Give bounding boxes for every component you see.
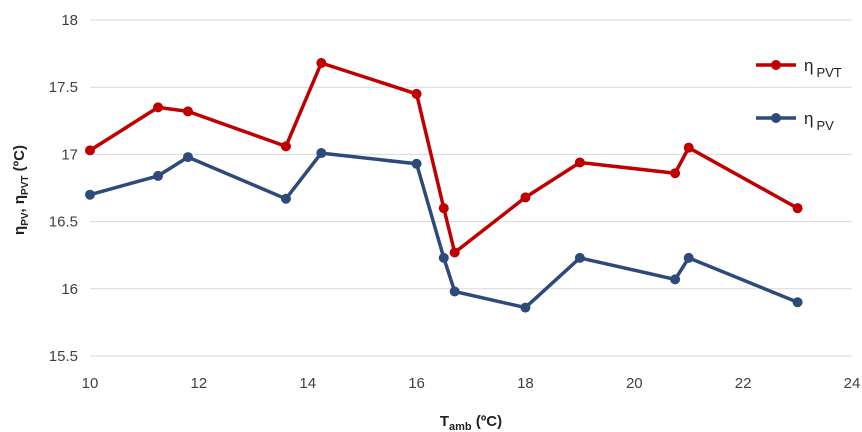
legend-label-pvt: η PVT [804,56,842,80]
y-tick-label: 16.5 [49,214,78,231]
data-point-pvt [85,145,95,156]
data-point-pv [683,252,694,263]
data-point-pv [574,252,585,263]
y-tick-label: 17 [61,146,78,163]
legend: η PVT η PV [756,56,842,133]
x-tick-label: 10 [82,375,99,392]
data-point-pvt [670,168,681,179]
legend-marker-pv [771,113,781,123]
x-axis-title: Tamb (ºC) [440,413,502,432]
y-tick-label: 15.5 [49,348,78,365]
series-line-pv [88,151,800,310]
data-point-pv [85,189,95,200]
data-point-pvt [520,192,531,203]
legend-label-pv: η PV [804,109,834,133]
data-point-pv [280,193,291,204]
x-tick-label: 24 [844,375,861,392]
data-point-pvt [792,203,803,214]
x-tick-label: 22 [735,375,752,392]
series-pv [85,148,803,313]
y-tick-label: 16 [61,281,78,298]
data-point-pvt [438,203,449,214]
data-point-pv [153,170,164,181]
data-point-pv [411,158,422,169]
x-tick-label: 14 [299,375,316,392]
legend-item-pv: η PV [756,109,834,133]
data-point-pv [182,152,193,163]
series-line-pvt [88,61,800,255]
x-tick-label: 12 [191,375,208,392]
data-point-pvt [683,142,694,153]
data-point-pv [316,148,327,159]
data-point-pv [438,252,449,263]
x-tick-labels: 10 12 14 16 18 20 22 24 [82,375,861,392]
y-tick-label: 17.5 [49,79,78,96]
data-point-pvt [316,58,327,69]
x-tick-label: 18 [517,375,534,392]
data-point-pv [449,286,460,297]
x-tick-label: 20 [626,375,643,392]
data-point-pv [792,297,803,308]
data-point-pv [670,274,681,285]
y-axis-title: ηPV, ηPVT (ºC) [11,145,31,235]
data-point-pv [520,302,531,313]
data-point-pvt [411,88,422,99]
data-point-pvt [182,106,193,117]
legend-item-pvt: η PVT [756,56,842,80]
x-tick-label: 16 [408,375,425,392]
data-point-pvt [574,157,585,168]
series-layer [85,58,803,313]
data-point-pvt [280,141,291,152]
y-tick-labels: 15.5 16 16.5 17 17.5 18 [49,12,78,365]
data-point-pvt [153,102,164,113]
gridlines [90,19,852,357]
legend-marker-pvt [771,60,781,70]
data-point-pvt [449,247,460,258]
y-tick-label: 18 [61,12,78,29]
series-pvt [85,58,803,258]
